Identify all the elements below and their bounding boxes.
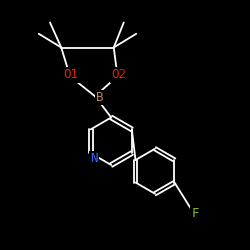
Text: N: N: [90, 152, 98, 165]
Text: B: B: [96, 91, 104, 104]
Text: O1: O1: [64, 68, 79, 82]
Text: O2: O2: [111, 68, 126, 82]
Text: F: F: [191, 207, 199, 220]
